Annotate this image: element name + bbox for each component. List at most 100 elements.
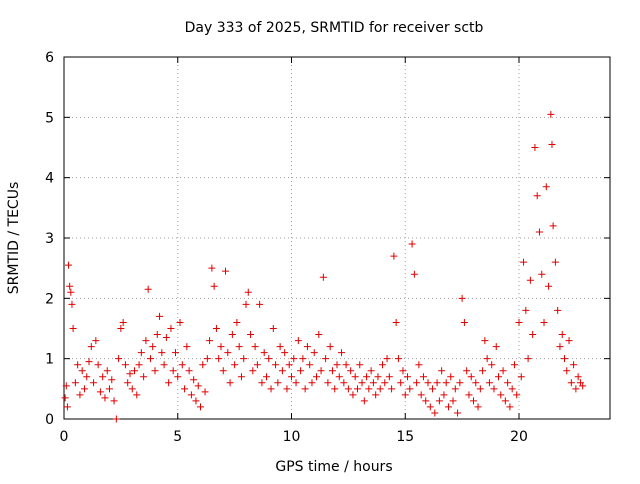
data-point [78,367,86,375]
data-point [451,385,459,393]
data-point [522,306,530,314]
data-point [326,343,334,351]
data-point [303,343,311,351]
data-point [549,222,557,230]
data-point [215,355,223,363]
data-point [333,361,341,369]
data-point [258,379,266,387]
data-point [335,373,343,381]
data-point [504,379,512,387]
y-tick-label: 0 [45,412,54,428]
data-point [249,367,257,375]
data-point [556,343,564,351]
data-point [158,349,166,357]
data-point [572,385,580,393]
data-point [62,382,70,390]
data-point [260,349,268,357]
data-point [404,373,412,381]
data-point [385,373,393,381]
data-point [272,361,280,369]
data-point [506,403,514,411]
data-point [567,379,575,387]
data-points [61,110,587,423]
data-point [381,379,389,387]
data-point [278,367,286,375]
data-point [390,252,398,260]
data-point [140,373,148,381]
data-point [199,361,207,369]
data-point [372,391,380,399]
data-point [224,349,232,357]
data-point [222,267,230,275]
data-point [422,397,430,405]
data-point [429,385,437,393]
data-point [68,300,76,308]
x-tick-label: 15 [396,429,414,445]
data-point [65,261,73,269]
data-point [219,367,227,375]
data-point [467,373,475,381]
data-point [483,355,491,363]
data-point [540,318,548,326]
data-point [344,385,352,393]
data-point [570,361,578,369]
data-point [160,361,168,369]
data-point [472,379,480,387]
data-point [365,385,373,393]
data-point [92,337,100,345]
data-point [144,285,152,293]
data-point [306,361,314,369]
data-point [288,373,295,381]
data-point [535,228,543,236]
data-point [176,318,184,326]
data-point [495,373,503,381]
data-point [178,361,186,369]
data-point [153,331,161,339]
data-point [460,318,468,326]
data-point [201,388,209,396]
data-point [485,379,493,387]
data-point [360,397,368,405]
data-point [565,337,573,345]
data-point [103,367,111,375]
data-point [133,391,141,399]
data-point [424,379,432,387]
y-tick-label: 4 [45,171,54,187]
data-point [297,367,305,375]
data-point [492,343,500,351]
data-point [347,367,355,375]
data-point [151,367,159,375]
data-point [99,373,107,381]
data-point [233,318,241,326]
data-point [67,288,75,296]
data-point [526,276,534,284]
data-point [237,373,245,381]
data-point [226,379,234,387]
data-point [85,358,93,366]
data-point [358,379,366,387]
data-point [131,367,139,375]
data-point [388,385,396,393]
data-point [542,183,550,191]
data-point [112,415,120,423]
data-point [294,337,302,345]
data-point [419,373,427,381]
data-point [454,409,462,417]
data-point [563,367,571,375]
data-point [476,385,484,393]
data-point [210,282,218,290]
data-point [231,361,239,369]
data-point [401,391,409,399]
data-point [440,391,448,399]
y-tick-label: 2 [45,291,54,307]
data-point [410,270,418,278]
data-point [121,361,129,369]
data-point [515,318,523,326]
data-point [203,355,211,363]
y-tick-label: 3 [45,231,54,247]
data-point [281,349,289,357]
data-point [142,337,150,345]
data-point [397,379,405,387]
data-point [529,331,537,339]
